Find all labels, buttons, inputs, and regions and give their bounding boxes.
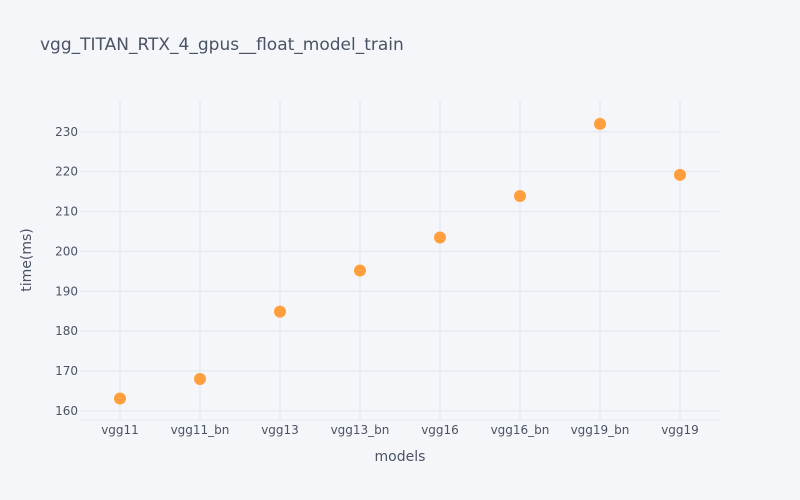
data-point[interactable] [274, 305, 286, 318]
grid-layer [80, 100, 720, 421]
data-point[interactable] [354, 264, 366, 277]
y-tick-label: 220 [55, 165, 78, 179]
y-tick-label: 200 [55, 244, 78, 258]
data-point[interactable] [194, 372, 206, 385]
y-tick-label: 160 [55, 404, 78, 418]
x-tick-label: vgg13_bn [331, 423, 390, 437]
y-tick-label: 170 [55, 364, 78, 378]
y-tick-label: 230 [55, 125, 78, 139]
data-point[interactable] [674, 168, 686, 181]
x-axis-title: models [375, 449, 426, 465]
x-tick-label: vgg19 [661, 423, 699, 437]
data-point[interactable] [434, 231, 446, 244]
tick-layer: vgg11 vgg11_bn vgg13 vgg13_bn vgg16 vgg16_bn v… [55, 125, 699, 437]
x-tick-label: vgg13 [261, 423, 299, 437]
chart-title: vgg_TITAN_RTX_4_gpus__float_model_train [40, 35, 404, 55]
data-point[interactable] [514, 190, 526, 203]
y-tick-label: 180 [55, 324, 78, 338]
x-tick-label: vgg16_bn [491, 423, 550, 437]
x-tick-label: vgg16 [421, 423, 459, 437]
data-point[interactable] [594, 117, 606, 130]
y-tick-label: 190 [55, 284, 78, 298]
x-tick-label: vgg19_bn [571, 423, 630, 437]
data-point[interactable] [114, 392, 126, 405]
x-tick-label: vgg11_bn [171, 423, 230, 437]
point-layer [114, 117, 686, 405]
y-tick-label: 210 [55, 205, 78, 219]
x-tick-label: vgg11 [101, 423, 139, 437]
y-axis-title: time(ms) [19, 228, 35, 292]
